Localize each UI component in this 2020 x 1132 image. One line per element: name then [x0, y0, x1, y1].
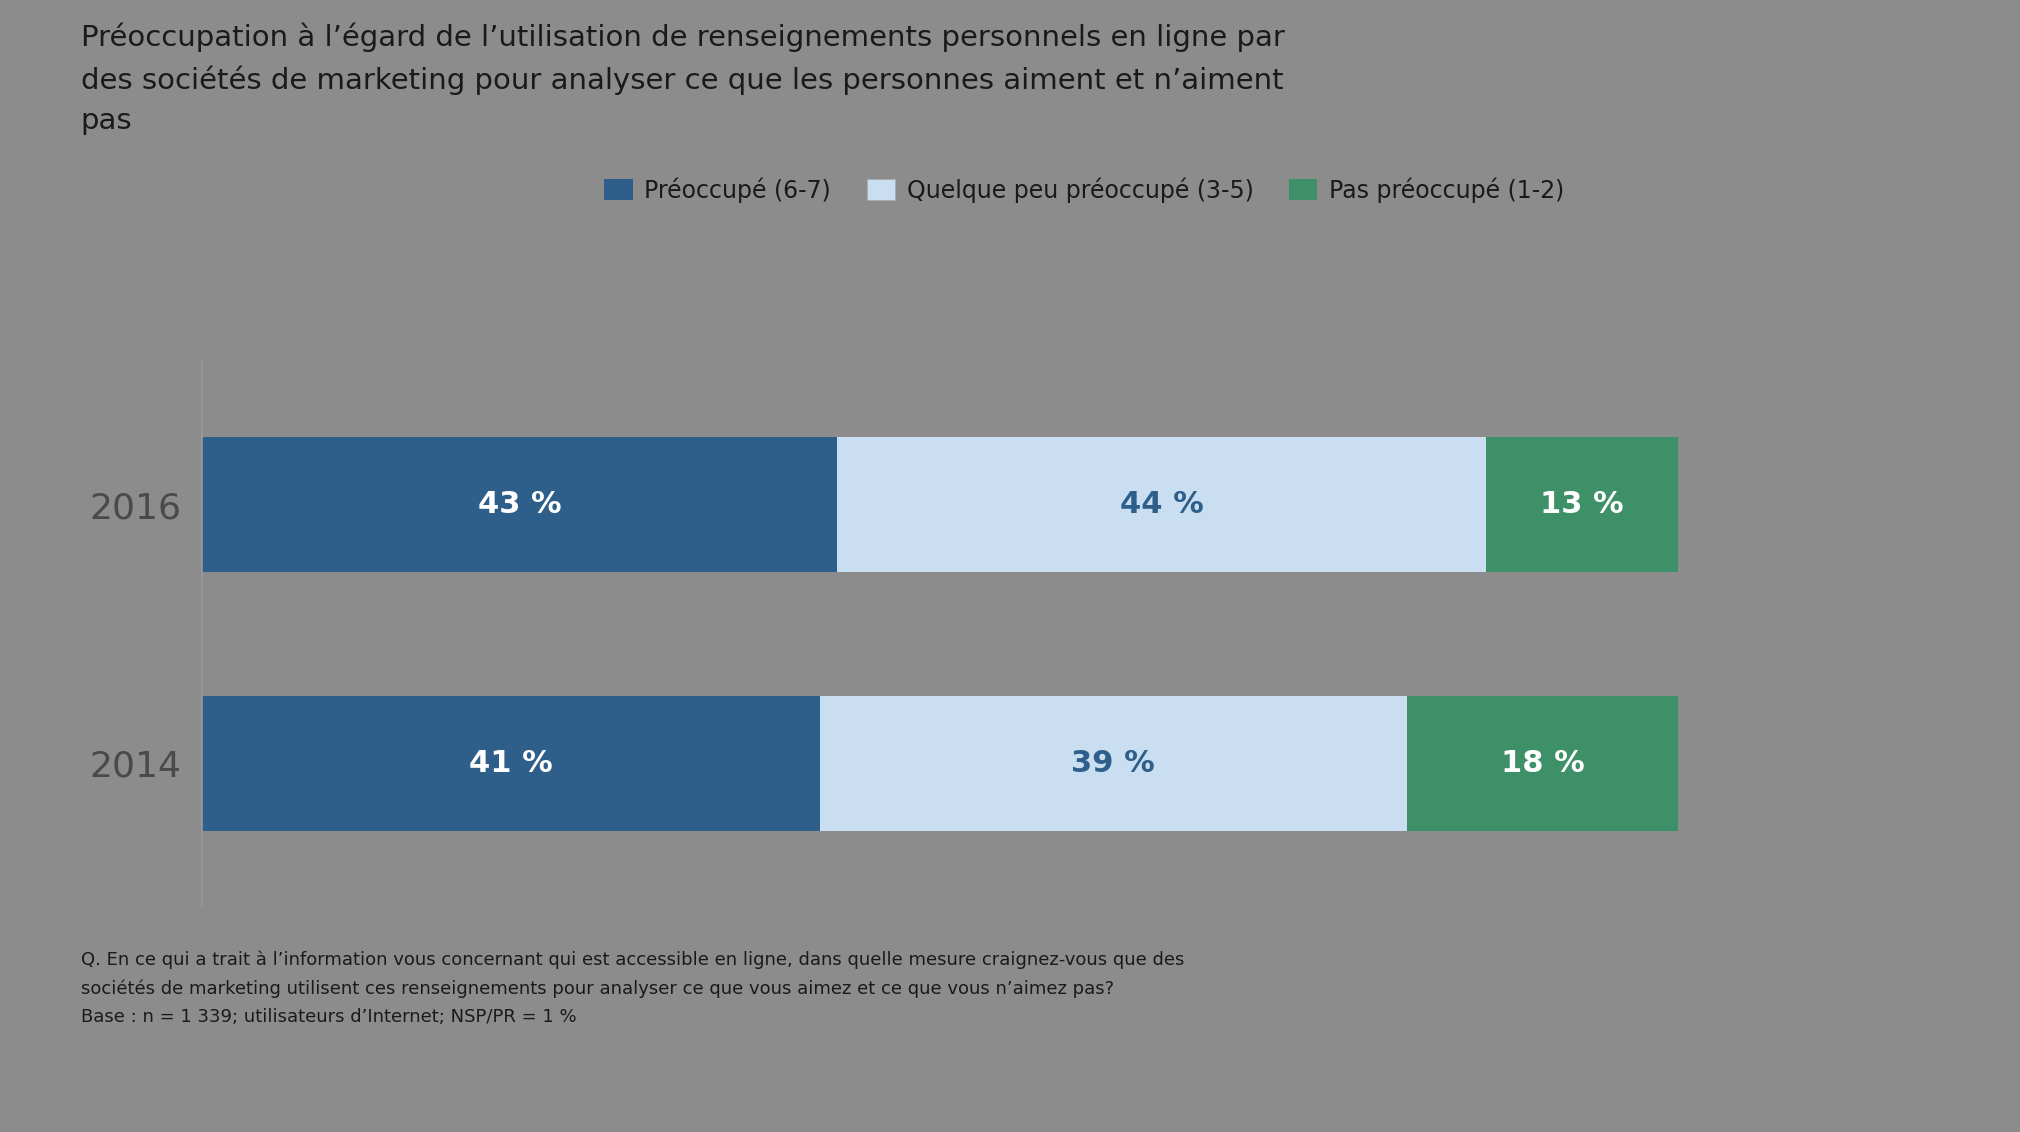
Bar — [820, 696, 1408, 831]
Text: 39 %: 39 % — [1071, 748, 1155, 778]
Bar — [202, 696, 820, 831]
Text: 13 %: 13 % — [1541, 490, 1624, 520]
Bar — [1408, 696, 1679, 831]
Text: 43 %: 43 % — [477, 490, 562, 520]
Text: 41 %: 41 % — [469, 748, 553, 778]
Bar — [202, 437, 836, 572]
Text: Q. En ce qui a trait à l’information vous concernant qui est accessible en ligne: Q. En ce qui a trait à l’information vou… — [81, 951, 1184, 1026]
Text: Préoccupation à l’égard de l’utilisation de renseignements personnels en ligne p: Préoccupation à l’égard de l’utilisation… — [81, 23, 1285, 135]
Bar — [836, 437, 1487, 572]
Text: 44 %: 44 % — [1119, 490, 1204, 520]
Bar — [1487, 437, 1679, 572]
Legend: Préoccupé (6-7), Quelque peu préoccupé (3-5), Pas préoccupé (1-2): Préoccupé (6-7), Quelque peu préoccupé (… — [594, 168, 1574, 212]
Text: 18 %: 18 % — [1501, 748, 1584, 778]
